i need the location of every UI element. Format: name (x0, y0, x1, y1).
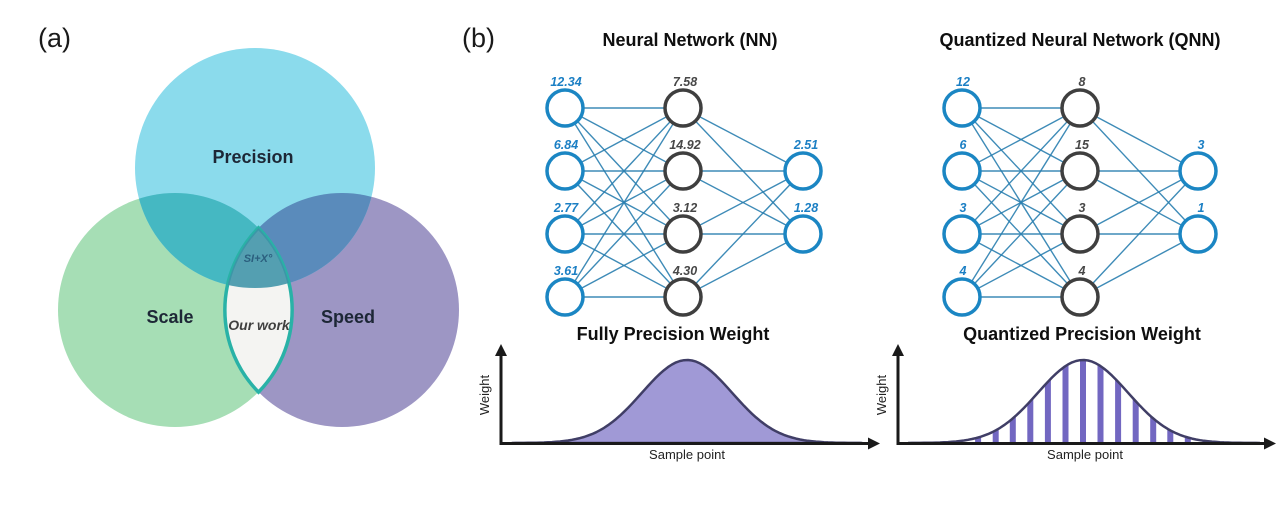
qnn-hidden-label: 4 (1078, 264, 1086, 278)
nn-nodes (545, 88, 823, 317)
network-node (1060, 214, 1100, 254)
left-plot-title: Fully Precision Weight (577, 324, 770, 344)
network-node (1060, 277, 1100, 317)
right-plot-x-arrow-icon (1264, 437, 1276, 450)
network-node (545, 277, 585, 317)
network-node (1178, 214, 1218, 254)
venn-overlap-precision-scale (135, 193, 292, 288)
right-plot-title: Quantized Precision Weight (963, 324, 1201, 344)
venn-ourwork-label: Our work (228, 317, 291, 333)
left-plot-y-arrow-icon (495, 344, 507, 356)
panel-b-label: (b) (462, 23, 495, 53)
qnn-hidden-label: 8 (1079, 75, 1086, 89)
left-plot-ylabel: Weight (477, 375, 492, 416)
right-plot-xlabel: Sample point (1047, 447, 1123, 462)
nn-hidden-label: 7.58 (673, 75, 697, 89)
network-node (783, 214, 823, 254)
network-node (1060, 88, 1100, 128)
network-node (783, 151, 823, 191)
venn-label-scale: Scale (146, 307, 193, 327)
network-node (663, 88, 703, 128)
qnn-input-label: 4 (959, 264, 967, 278)
nn-node-labels: 12.34 6.84 2.77 3.61 7.58 14.92 3.12 4.3… (550, 75, 818, 278)
network-node (545, 88, 585, 128)
panel-a-label: (a) (38, 23, 71, 53)
nn-input-label: 6.84 (554, 138, 578, 152)
network-node (942, 214, 982, 254)
network-node (663, 214, 703, 254)
network-node (942, 277, 982, 317)
venn-overlap-precision-speed (225, 193, 375, 288)
network-node (545, 214, 585, 254)
network-node (1060, 151, 1100, 191)
nn-output-label: 2.51 (793, 138, 818, 152)
venn-center-label: SI+X° (244, 253, 273, 265)
quantized-weight-bar (1132, 398, 1139, 443)
quantized-weight-bar (1062, 363, 1069, 443)
qnn-node-labels: 12 6 3 4 8 15 3 4 3 1 (956, 75, 1204, 278)
quantized-weight-bar (1044, 378, 1051, 443)
nn-diagram: Neural Network (NN) 12.34 6.84 2.77 3.61… (545, 30, 823, 317)
nn-hidden-label: 3.12 (673, 201, 697, 215)
venn-label-precision: Precision (212, 147, 293, 167)
right-plot-ylabel: Weight (874, 375, 889, 416)
full-precision-weight-plot: Fully Precision Weight Weight Sample poi… (477, 324, 880, 462)
nn-title: Neural Network (NN) (602, 30, 777, 50)
venn-label-speed: Speed (321, 307, 375, 327)
venn-diagram: Precision Scale Speed SI+X° Our work (58, 48, 459, 427)
quantized-weight-bar (1080, 360, 1086, 443)
nn-input-label: 12.34 (550, 75, 581, 89)
nn-hidden-label: 14.92 (669, 138, 700, 152)
quantized-weight-bar (1097, 363, 1104, 443)
nn-hidden-label: 4.30 (672, 264, 697, 278)
qnn-title: Quantized Neural Network (QNN) (939, 30, 1220, 50)
qnn-diagram: Quantized Neural Network (QNN) 12 6 3 4 … (939, 30, 1221, 317)
qnn-input-label: 6 (960, 138, 968, 152)
quantized-weight-bar (1027, 398, 1034, 443)
qnn-output-label: 3 (1198, 138, 1205, 152)
quantized-precision-weight-plot: Quantized Precision Weight Weight Sample… (874, 324, 1276, 462)
quantized-weight-bar (1009, 415, 1016, 443)
network-node (545, 151, 585, 191)
qnn-input-label: 3 (960, 201, 967, 215)
quantized-weight-bar (1184, 434, 1191, 443)
nn-input-label: 2.77 (553, 201, 579, 215)
quantized-weight-bar (1167, 427, 1174, 443)
nn-edges (564, 107, 804, 298)
quantized-weight-bar (1150, 415, 1157, 443)
left-plot-xlabel: Sample point (649, 447, 725, 462)
network-node (942, 151, 982, 191)
qnn-input-label: 12 (956, 75, 970, 89)
network-node (663, 277, 703, 317)
left-plot-x-arrow-icon (868, 437, 880, 450)
qnn-hidden-label: 15 (1075, 138, 1090, 152)
network-node (663, 151, 703, 191)
network-node (942, 88, 982, 128)
quantized-weight-bar (1115, 378, 1122, 443)
network-node (1178, 151, 1218, 191)
gaussian-envelope-curve (907, 358, 1261, 445)
nn-output-label: 1.28 (794, 201, 818, 215)
qnn-hidden-label: 3 (1079, 201, 1086, 215)
gaussian-smooth-curve (510, 358, 864, 445)
quantized-weight-bars (975, 360, 1209, 443)
nn-input-label: 3.61 (554, 264, 578, 278)
qnn-output-label: 1 (1198, 201, 1205, 215)
qnn-nodes (942, 88, 1218, 317)
quantized-weight-bar (992, 427, 999, 443)
right-plot-y-arrow-icon (892, 344, 904, 356)
